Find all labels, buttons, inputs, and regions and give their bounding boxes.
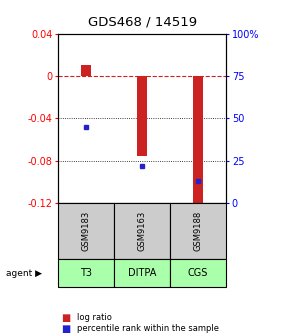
- Text: GSM9183: GSM9183: [81, 211, 90, 251]
- Text: log ratio: log ratio: [77, 313, 112, 322]
- Text: agent ▶: agent ▶: [6, 268, 42, 278]
- Text: GDS468 / 14519: GDS468 / 14519: [88, 15, 197, 28]
- Text: ■: ■: [61, 312, 70, 323]
- Bar: [81, 66, 91, 76]
- Text: T3: T3: [80, 268, 92, 278]
- Text: GSM9188: GSM9188: [194, 211, 203, 251]
- Text: CGS: CGS: [188, 268, 208, 278]
- Text: GSM9163: GSM9163: [137, 211, 147, 251]
- Text: percentile rank within the sample: percentile rank within the sample: [77, 324, 219, 333]
- Text: ■: ■: [61, 324, 70, 334]
- Bar: [193, 76, 203, 209]
- Text: DITPA: DITPA: [128, 268, 156, 278]
- Bar: [137, 76, 147, 156]
